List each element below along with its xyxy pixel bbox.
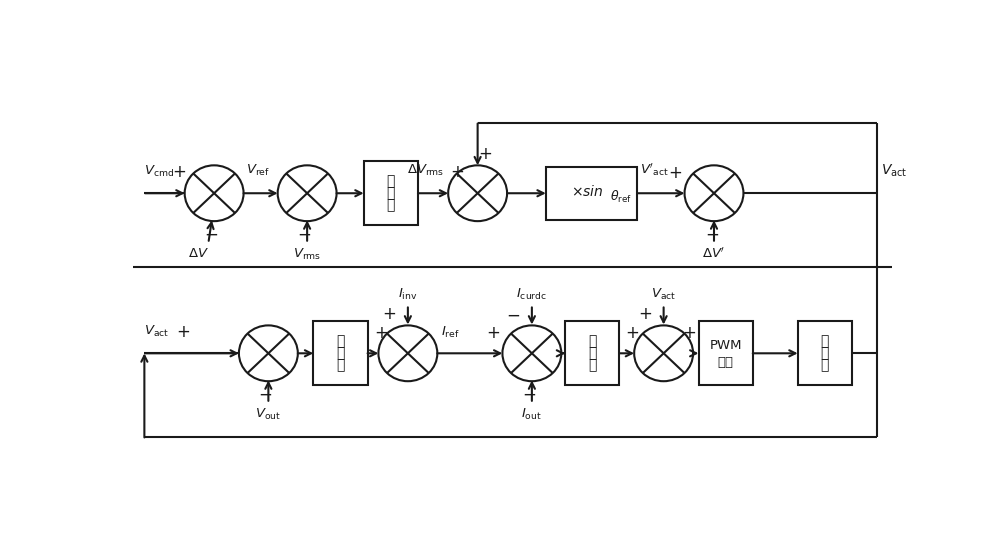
Text: +: + [638, 305, 652, 324]
Text: +: + [682, 324, 696, 342]
Text: $V_{\rm ref}$: $V_{\rm ref}$ [246, 163, 270, 177]
Text: $-$: $-$ [258, 384, 272, 402]
Text: $V_{\rm out}$: $V_{\rm out}$ [255, 407, 281, 422]
Text: 器: 器 [821, 359, 829, 373]
Text: $V_{\rm rms}$: $V_{\rm rms}$ [293, 247, 321, 262]
Text: 调: 调 [336, 334, 345, 348]
Text: +: + [172, 163, 186, 181]
Text: 器: 器 [387, 199, 395, 213]
Text: $I_{\rm ref}$: $I_{\rm ref}$ [441, 325, 460, 340]
Text: $I_{\rm curdc}$: $I_{\rm curdc}$ [516, 286, 547, 302]
Text: +: + [486, 324, 500, 342]
Text: +: + [382, 305, 396, 324]
Text: $V_{\rm act}$: $V_{\rm act}$ [144, 324, 170, 339]
Text: 调: 调 [588, 334, 597, 348]
Text: +: + [668, 164, 682, 182]
Text: 节: 节 [387, 186, 395, 200]
Text: +: + [451, 163, 464, 181]
Bar [565, 321, 619, 385]
Text: $-$: $-$ [204, 224, 218, 243]
Bar [313, 321, 368, 385]
Text: $\theta_{\rm ref}$: $\theta_{\rm ref}$ [610, 189, 632, 205]
Text: $-$: $-$ [297, 224, 311, 243]
Text: $\Delta V$: $\Delta V$ [188, 247, 209, 260]
Text: $-$: $-$ [522, 384, 536, 402]
Text: $V_{\rm cmd}$: $V_{\rm cmd}$ [144, 164, 175, 179]
Text: 逆: 逆 [821, 334, 829, 348]
Text: $\times$sin: $\times$sin [571, 184, 604, 199]
Text: $-$: $-$ [506, 305, 520, 324]
Text: +: + [478, 146, 492, 163]
Text: 脉冲: 脉冲 [718, 356, 734, 369]
Bar [546, 166, 637, 220]
Text: 变: 变 [821, 346, 829, 360]
Text: $\Delta V'$: $\Delta V'$ [702, 247, 726, 261]
Text: +: + [374, 324, 388, 342]
Text: $\Delta V_{\rm rms}$: $\Delta V_{\rm rms}$ [407, 163, 444, 177]
Text: 器: 器 [336, 359, 345, 373]
Text: $I_{\rm inv}$: $I_{\rm inv}$ [398, 286, 418, 302]
Text: $V'_{\rm act}$: $V'_{\rm act}$ [640, 161, 670, 177]
Bar [364, 161, 418, 225]
Text: 节: 节 [336, 346, 345, 360]
Text: +: + [176, 323, 190, 341]
Text: $V_{\rm act}$: $V_{\rm act}$ [651, 286, 676, 302]
Text: $V_{\rm act}$: $V_{\rm act}$ [881, 163, 907, 179]
Text: 调: 调 [387, 174, 395, 188]
Bar [698, 321, 753, 385]
Text: 节: 节 [588, 346, 597, 360]
Text: $I_{\rm out}$: $I_{\rm out}$ [521, 407, 542, 422]
Text: $-$: $-$ [705, 224, 720, 243]
Text: 器: 器 [588, 359, 597, 373]
Text: PWM: PWM [709, 340, 742, 352]
Bar [798, 321, 852, 385]
Text: +: + [626, 324, 640, 342]
